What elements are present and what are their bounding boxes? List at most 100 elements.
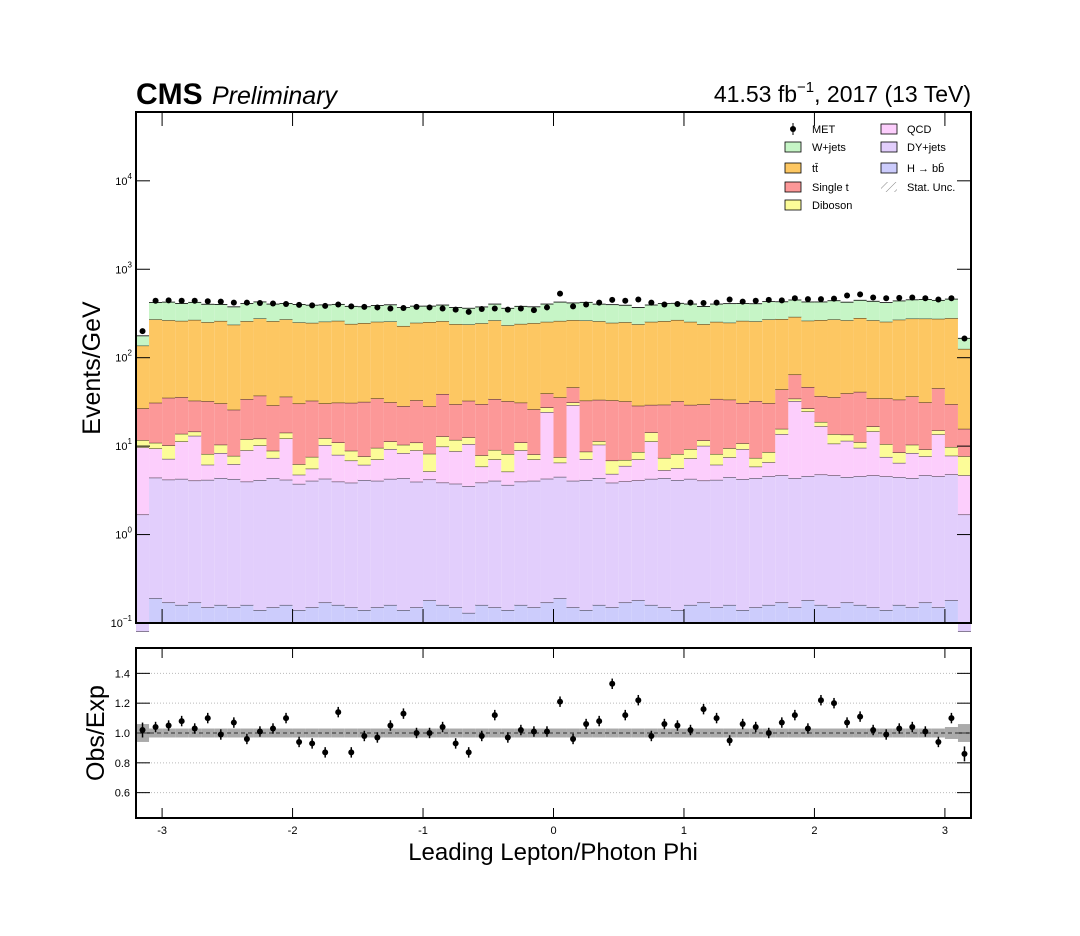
legend-label: QCD [907,124,932,136]
data-point [870,294,877,301]
ratio-point [596,718,603,725]
histogram-bar [553,302,567,321]
histogram-bar [866,301,880,321]
histogram-bar [396,610,410,623]
histogram-bar [618,602,632,623]
histogram-bar [188,435,202,481]
y-tick-label: 1.2 [115,698,130,710]
histogram-bar [175,303,189,321]
histogram-bar [436,436,450,447]
histogram-bar [475,455,489,467]
ratio-point [726,737,733,744]
data-point [817,296,824,303]
histogram-bar [488,399,502,450]
histogram-bar [736,320,750,403]
histogram-bar [462,444,476,487]
histogram-bar [501,610,515,623]
histogram-bar [631,452,645,460]
ratio-point [583,721,590,728]
legend-swatch [880,141,898,153]
histogram-bar [697,324,711,405]
histogram-bar [788,478,802,608]
histogram-bar [827,397,841,435]
histogram-bar [631,480,645,601]
histogram-bar [253,318,267,396]
histogram-bar [879,321,893,399]
histogram-bar [762,301,776,320]
ratio-point [739,721,746,728]
histogram-bar [331,320,345,403]
stat-band [149,728,163,738]
histogram-bar [657,457,671,471]
histogram-bar [801,320,815,388]
histogram-bar [214,320,228,404]
ratio-point [961,750,968,757]
ratio-point [530,728,537,735]
histogram-bar [449,451,463,484]
histogram-bar [331,442,345,455]
histogram-bar [214,604,228,623]
ratio-point [426,730,433,736]
data-point [791,295,798,302]
ratio-point [804,725,811,732]
histogram-bar [683,404,698,450]
histogram-bar [201,322,215,402]
stat-band [449,728,463,738]
histogram-bar [775,319,789,390]
histogram-bar [383,478,397,605]
histogram-bar [879,610,893,623]
histogram-bar [657,607,671,623]
y-tick-label: 0.8 [115,758,130,770]
histogram-bar [892,319,906,400]
data-point [948,295,955,302]
histogram-bar [292,304,306,323]
histogram-bar [749,478,763,608]
histogram-bar [749,457,763,467]
legend-swatch [880,123,898,135]
histogram-bar [918,475,932,603]
histogram-bar [814,474,828,605]
histogram-bar [657,404,671,458]
histogram-bar [396,406,410,445]
histogram-bar [697,445,711,481]
data-point [426,304,433,311]
histogram-bar [423,453,437,472]
data-point [335,301,342,308]
ratio-point [700,706,707,713]
histogram-bar [553,397,567,458]
histogram-bar [762,319,776,404]
histogram-bar [292,464,306,475]
histogram-bar [475,323,489,405]
ratio-point [935,738,942,745]
histogram-bar [592,478,606,605]
histogram-bar [136,514,150,632]
legend-label: W+jets [812,142,846,154]
histogram-bar [605,473,619,483]
histogram-bar [370,305,384,322]
data-point [152,297,159,304]
ratio-point [361,732,368,739]
data-point [557,290,564,297]
histogram-bar [409,450,424,482]
ratio-point [622,712,629,719]
histogram-bar [592,321,606,400]
histogram-bar [201,401,215,454]
histogram-bar [227,464,241,479]
histogram-bar [710,398,724,454]
histogram-bar [449,607,463,623]
histogram-bar [462,612,476,623]
histogram-bar [240,481,254,605]
histogram-bar [462,437,476,445]
histogram-bar [918,602,932,623]
histogram-bar [618,305,632,323]
y-axis-label: Events/GeV [78,301,106,435]
histogram-bar [540,602,554,623]
stat-band [553,728,567,738]
histogram-bar [462,324,476,401]
histogram-bar [840,320,854,394]
histogram-bar [514,323,528,403]
data-point [374,304,381,311]
histogram-bar [683,604,698,623]
histogram-bar [396,453,410,479]
chart-subtitle: Preliminary [212,82,339,110]
